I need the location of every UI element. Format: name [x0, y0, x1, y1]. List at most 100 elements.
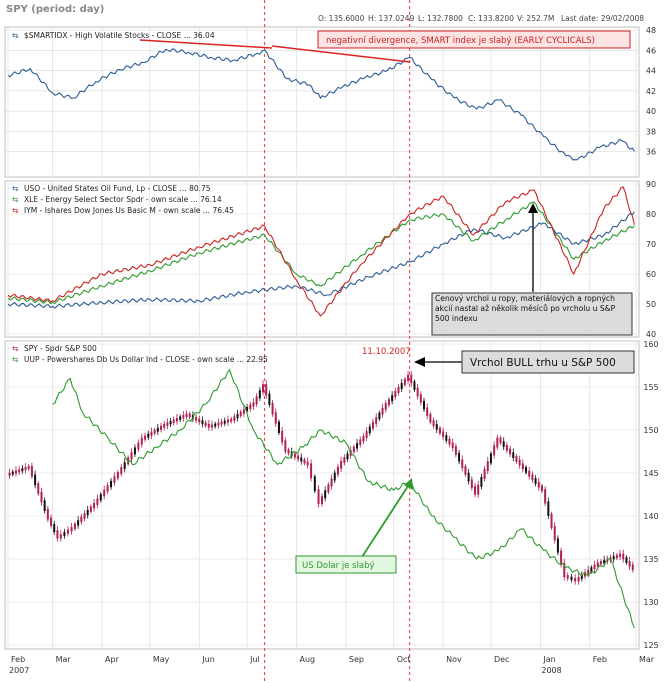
candle-body	[198, 418, 201, 423]
candle-body	[391, 395, 394, 402]
y-tick-label: 38	[646, 127, 656, 136]
candle-body	[547, 501, 550, 516]
candle-body	[356, 443, 359, 449]
candle-body	[454, 446, 457, 455]
ohlc-high: H: 137.0249	[368, 14, 415, 23]
candle-body	[343, 457, 346, 463]
divergence-box	[317, 30, 631, 49]
candle-body	[416, 387, 419, 397]
candle-body	[24, 467, 27, 471]
top-arrow-head	[414, 357, 425, 367]
candle-body	[77, 520, 80, 526]
candle-body	[340, 460, 343, 469]
series-line	[52, 368, 635, 629]
candle-body	[127, 457, 130, 465]
candle-body	[515, 456, 518, 462]
y-tick-label: 140	[643, 512, 658, 521]
candle-body	[274, 412, 277, 424]
candle-body	[534, 478, 537, 484]
candle-body	[486, 461, 489, 472]
candle-body	[211, 424, 214, 428]
legend-uup-label: UUP - Powershares Db Us Dollar Ind - CLO…	[24, 355, 268, 364]
candle-body	[89, 506, 92, 512]
candle-body	[336, 466, 339, 475]
candle-body	[502, 441, 505, 447]
candle-body	[324, 490, 327, 499]
candle-body	[587, 569, 590, 575]
candle-body	[80, 516, 83, 523]
candle-body	[442, 431, 445, 438]
candle-body	[46, 508, 49, 520]
candle-body	[521, 463, 524, 470]
candle-body	[397, 386, 400, 394]
candle-body	[310, 463, 313, 479]
legend-spy-label: SPY - Spdr S&P 500	[24, 344, 97, 353]
x-tick-label: Feb	[11, 655, 25, 664]
candle-body	[365, 431, 368, 438]
candle-body	[252, 402, 255, 407]
legend-commodities: ⇆ USO - United States Oil Fund, Lp - CLO…	[12, 184, 234, 215]
candle-body	[300, 457, 303, 462]
candle-body	[50, 517, 53, 526]
candle-body	[83, 513, 86, 519]
candle-body	[372, 421, 375, 429]
x-tick-label: Apr	[105, 655, 120, 664]
candle-body	[66, 529, 69, 534]
y-tick-label: 60	[646, 270, 656, 279]
candle-body	[73, 523, 76, 530]
candle-body	[631, 564, 634, 571]
legend-swatch-uso: ⇆	[12, 184, 18, 193]
candle-body	[346, 453, 349, 460]
candle-body	[496, 437, 499, 448]
divergence-text: negativní divergence, SMART index je sla…	[326, 36, 595, 46]
candle-body	[147, 433, 150, 438]
candle-body	[622, 553, 625, 560]
legend-iym-label: IYM - Ishares Dow Jones Us Basic M - own…	[24, 206, 234, 215]
candle-body	[86, 509, 89, 516]
candle-body	[593, 564, 596, 570]
candle-body	[156, 427, 159, 432]
candle-body	[120, 467, 123, 474]
candle-body	[277, 421, 280, 433]
series-line	[7, 186, 635, 317]
grid-layer	[6, 28, 638, 648]
candle-body	[321, 496, 323, 505]
candle-body	[297, 455, 300, 460]
top-box	[461, 350, 635, 374]
candle-body	[566, 575, 569, 579]
x-tick-label: Sep	[349, 655, 364, 664]
candle-body	[556, 538, 559, 553]
x-tick-label: Jan	[542, 655, 555, 664]
candle-body	[106, 485, 109, 492]
ohlc-last-date: Last date: 29/02/2008	[561, 14, 644, 23]
legend-swatch-xle: ⇆	[12, 195, 18, 204]
candle-body	[137, 442, 140, 450]
candle-body	[239, 411, 242, 417]
candle-body	[53, 523, 56, 533]
candle-body	[281, 430, 284, 443]
usd-arrow-head	[404, 478, 413, 490]
candle-body	[461, 459, 464, 469]
y-tick-label: 36	[646, 148, 656, 157]
candle-body	[509, 448, 512, 455]
y-tick-label: 40	[646, 330, 656, 339]
candle-body	[160, 425, 163, 430]
candle-body	[317, 489, 320, 505]
series-line	[7, 211, 635, 309]
candle-body	[113, 476, 116, 483]
candle-body	[499, 437, 502, 444]
candle-body	[596, 562, 599, 567]
candle-body	[226, 419, 229, 423]
candle-body	[362, 435, 365, 442]
candle-body	[179, 416, 182, 420]
candle-body	[27, 465, 30, 470]
candle-body	[110, 480, 113, 488]
divergence-line-2	[271, 45, 411, 63]
candle-body	[381, 407, 384, 415]
x-tick-label: Oct	[397, 655, 411, 664]
candle-body	[464, 466, 467, 475]
x-tick-label: May	[153, 655, 170, 664]
panel-spy-frame	[4, 340, 640, 650]
candle-body	[96, 498, 99, 505]
candle-body	[544, 489, 547, 504]
